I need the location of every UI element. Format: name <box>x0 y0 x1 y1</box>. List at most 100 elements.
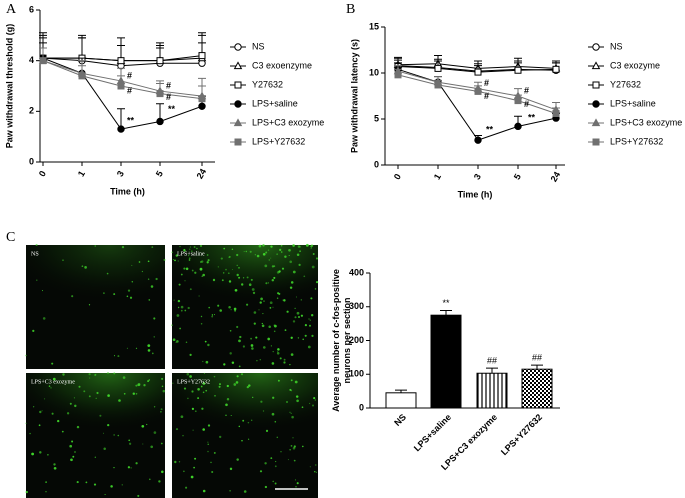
annotation: ## <box>487 356 497 366</box>
y-tick-label: 2 <box>29 106 34 116</box>
cell <box>294 316 297 319</box>
cell <box>236 264 238 267</box>
cell <box>25 490 29 494</box>
marker <box>514 122 522 131</box>
cell <box>35 243 38 247</box>
cell <box>184 309 187 312</box>
x-tick-label: 3 <box>472 172 483 181</box>
marker <box>198 102 206 110</box>
cell <box>290 412 292 415</box>
cell <box>194 410 197 413</box>
cell <box>278 270 281 273</box>
cell <box>94 245 96 247</box>
cell <box>283 299 286 302</box>
cell <box>219 435 222 439</box>
cell <box>262 313 264 315</box>
cell <box>74 451 76 453</box>
cell <box>160 410 162 413</box>
cell <box>183 267 186 270</box>
cell <box>254 254 257 256</box>
cell <box>135 462 138 465</box>
cell <box>251 419 253 421</box>
cell <box>290 379 293 382</box>
cell <box>253 322 256 325</box>
cell <box>273 276 276 279</box>
cell <box>172 338 176 342</box>
cell <box>174 259 176 262</box>
cell <box>268 259 271 261</box>
cell <box>70 458 73 462</box>
cell <box>295 485 297 488</box>
cell <box>262 252 266 256</box>
cell <box>147 380 150 383</box>
cell <box>255 336 258 339</box>
cell <box>202 391 205 394</box>
cell <box>231 269 233 270</box>
marker <box>117 82 125 90</box>
cell <box>213 451 216 454</box>
cell <box>117 355 120 358</box>
cell <box>194 457 197 460</box>
cell <box>242 345 246 348</box>
cell <box>205 360 209 364</box>
cell <box>129 296 133 299</box>
cell <box>231 361 235 364</box>
cell <box>94 456 96 458</box>
cell <box>251 288 255 291</box>
cell <box>189 246 191 248</box>
cell <box>47 454 49 456</box>
cell <box>199 267 203 271</box>
cell <box>296 311 300 315</box>
cell <box>223 363 226 366</box>
cell <box>113 372 116 375</box>
cell <box>38 424 41 427</box>
marker <box>78 72 86 80</box>
cell <box>315 471 317 473</box>
marker <box>233 118 243 127</box>
marker <box>234 43 242 51</box>
cell <box>61 430 64 433</box>
cell <box>197 397 200 400</box>
cell <box>45 491 47 493</box>
cell <box>246 303 249 306</box>
cell <box>183 248 186 251</box>
cell <box>147 349 151 352</box>
annotation: # <box>127 70 132 80</box>
cell <box>149 478 151 481</box>
cell <box>193 466 195 469</box>
cell <box>231 248 234 251</box>
cell <box>177 260 179 262</box>
cell <box>161 470 164 474</box>
cell <box>151 246 154 248</box>
cell <box>233 307 237 311</box>
cell <box>229 329 232 332</box>
cell <box>179 246 181 248</box>
y-axis-label: Average number of c-fos-positive <box>331 269 341 412</box>
cell <box>262 244 265 247</box>
cell <box>137 494 140 497</box>
cell <box>141 424 145 428</box>
cell <box>292 244 295 247</box>
cell <box>250 337 252 340</box>
cell <box>300 299 302 301</box>
cell <box>229 467 233 471</box>
cell <box>246 276 249 279</box>
cell <box>161 377 164 380</box>
cell <box>148 379 151 381</box>
cell <box>288 254 290 257</box>
cell <box>264 264 268 268</box>
cell <box>182 434 184 437</box>
cell <box>103 292 105 294</box>
line <box>397 68 557 141</box>
cell <box>76 425 80 429</box>
cell <box>110 485 113 488</box>
cell <box>81 265 84 268</box>
cell <box>272 306 274 308</box>
cell <box>243 250 245 253</box>
cell <box>236 375 239 378</box>
annotation: # <box>166 80 171 90</box>
cell <box>277 351 279 353</box>
cell <box>205 389 208 392</box>
cell <box>300 314 304 317</box>
